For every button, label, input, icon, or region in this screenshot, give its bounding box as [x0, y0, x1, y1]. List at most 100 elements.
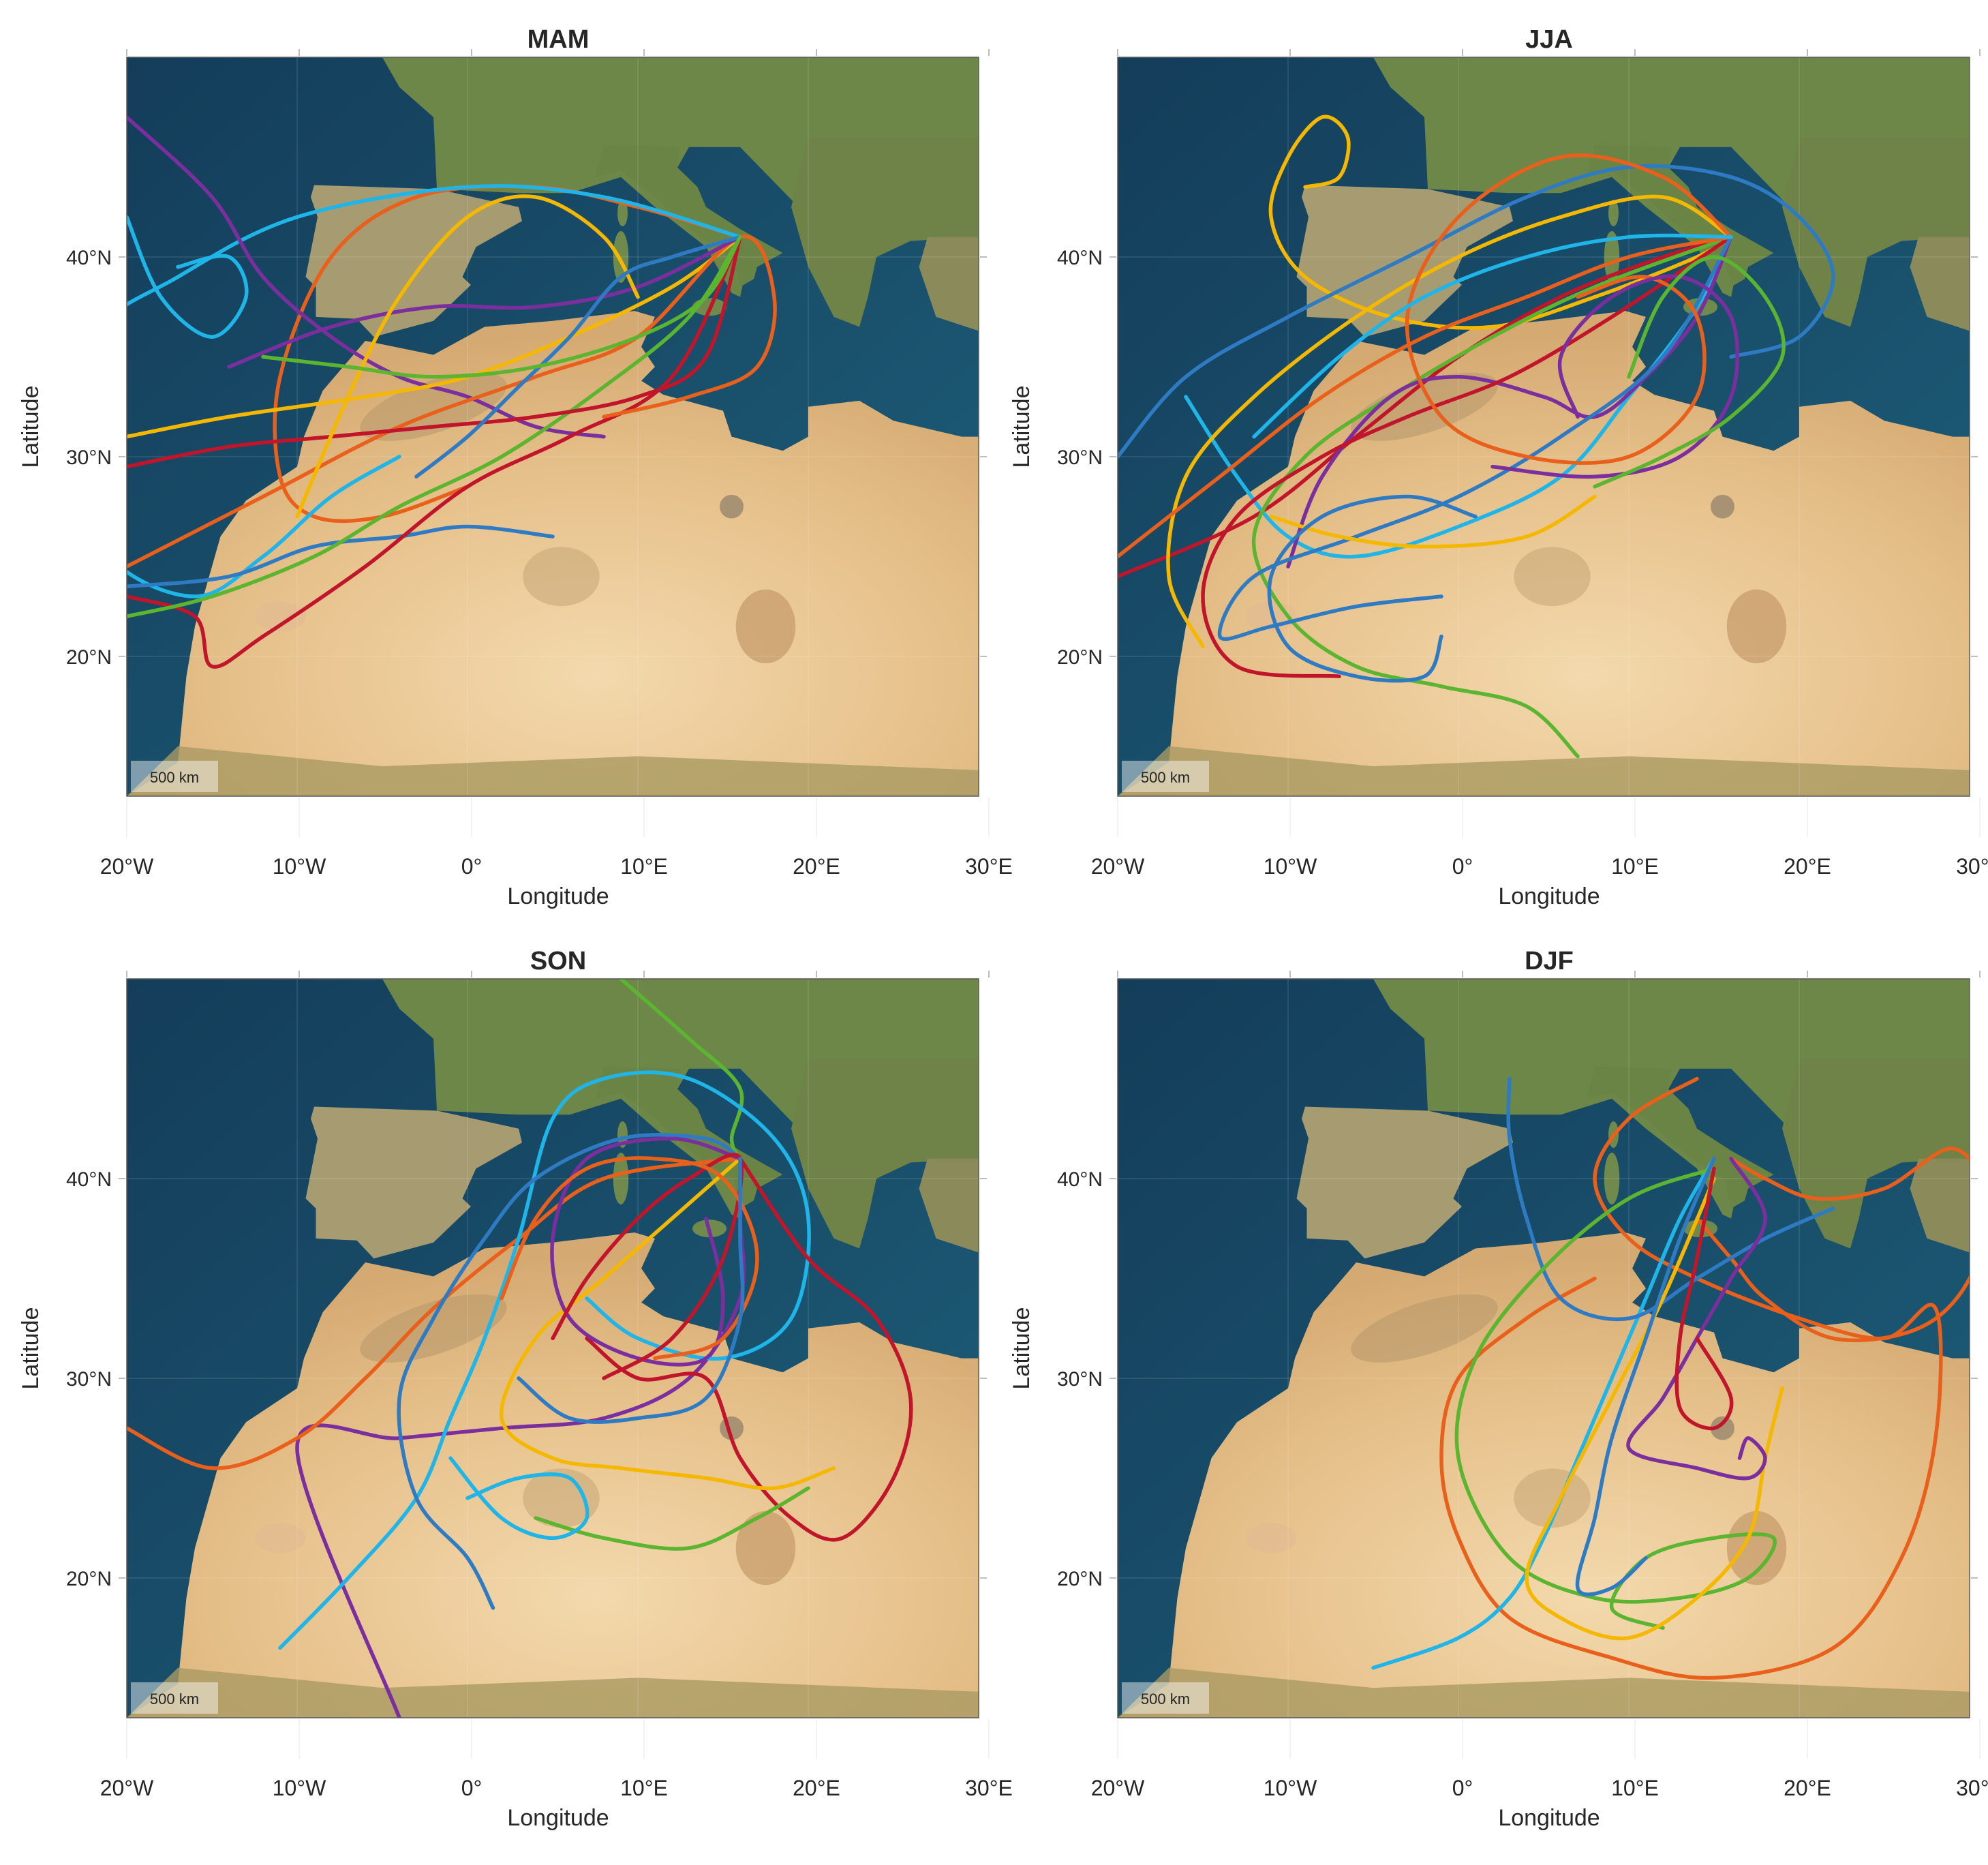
x-axis-label: Longitude	[1498, 883, 1600, 909]
x-tick-label: 10°W	[1264, 854, 1317, 879]
scale-bar: 500 km	[131, 761, 218, 792]
x-tick-label: 10°E	[620, 854, 668, 879]
balkans-land	[1782, 137, 1970, 327]
y-tick-label: 30°N	[66, 446, 112, 469]
trajectory-8	[1201, 234, 1733, 678]
y-tick-label: 20°N	[1057, 1568, 1103, 1590]
x-tick-label: 20°W	[1091, 1776, 1145, 1800]
trajectory-8	[127, 234, 777, 568]
trajectory-1	[1268, 115, 1733, 330]
trajectory-5	[1454, 1166, 1777, 1630]
x-tick-label: 10°W	[1264, 1776, 1317, 1800]
iberia-land	[305, 185, 522, 337]
trajectory-7	[127, 234, 742, 619]
x-tick-label: 10°E	[1611, 1776, 1659, 1800]
x-tick-label: 20°W	[100, 854, 154, 879]
scale-bar-label: 500 km	[150, 1690, 199, 1708]
trajectory-13	[1593, 255, 1786, 489]
map-panel-jja: 500 km JJA 20°W 10°W 0° 10°E 20°E 30°E Longitude…	[1009, 25, 1988, 909]
trajectory-16	[1267, 494, 1478, 683]
x-tick-label: 20°E	[793, 1776, 840, 1800]
x-tick-label: 0°	[1452, 1776, 1473, 1800]
x-tick-label: 20°E	[1784, 1776, 1831, 1800]
y-axis-label: Latitude	[1009, 1307, 1035, 1390]
trajectory-5	[585, 1156, 913, 1542]
trajectory-9	[1575, 1156, 1716, 1596]
scale-bar-label: 500 km	[1141, 769, 1190, 786]
map-panel-djf: 500 km DJF 20°W 10°W 0° 10°E 20°E 30°E Longitude…	[1009, 947, 1988, 1831]
trajectory-7	[1286, 234, 1733, 568]
y-axis-label: Latitude	[1009, 386, 1035, 468]
trajectory-group	[1118, 115, 1835, 759]
y-tick-label: 40°N	[66, 1168, 112, 1191]
panel-title: SON	[530, 947, 586, 975]
scale-bar: 500 km	[1122, 761, 1209, 792]
trajectory-7	[1626, 1156, 1767, 1481]
balkans-land	[791, 137, 979, 327]
anatolia-land	[919, 237, 979, 331]
trajectory-group	[1371, 1076, 1970, 1680]
x-tick-label: 0°	[461, 854, 483, 879]
trajectory-13	[517, 1156, 745, 1424]
y-tick-label: 30°N	[1057, 1368, 1103, 1391]
basemap	[127, 979, 979, 1718]
trajectory-11	[227, 234, 742, 369]
trajectory-2	[295, 1156, 746, 1718]
balkans-land	[1782, 1059, 1970, 1249]
x-axis-label: Longitude	[507, 1805, 609, 1831]
x-axis-label: Longitude	[1498, 1805, 1600, 1831]
x-tick-label: 10°E	[620, 1776, 668, 1800]
trajectory-4	[127, 524, 555, 589]
panel-title: MAM	[527, 25, 590, 54]
x-tick-label: 20°E	[1784, 854, 1831, 879]
trajectory-2	[1118, 164, 1835, 459]
trajectory-7	[397, 1132, 742, 1610]
x-tick-label: 30°E	[965, 854, 1013, 879]
italy-land	[1586, 1066, 1774, 1209]
trajectory-4	[278, 1070, 811, 1650]
y-tick-label: 40°N	[1057, 247, 1103, 269]
map-panel-mam: 500 km MAM 20°W 10°W 0° 10°E 20°E 30°E Longitude…	[18, 25, 1013, 909]
map-panel-son: 500 km SON 20°W 10°W 0° 10°E 20°E 30°E Longitude…	[18, 947, 1013, 1831]
sardinia-land	[1604, 1153, 1620, 1204]
trajectory-10	[1405, 153, 1733, 465]
scale-bar-label: 500 km	[150, 769, 199, 786]
y-tick-label: 20°N	[66, 646, 112, 669]
x-tick-label: 20°E	[793, 854, 840, 879]
trajectory-6	[127, 234, 742, 439]
trajectory-5	[127, 234, 742, 669]
corsica-land	[617, 200, 628, 227]
trajectory-3	[127, 1156, 742, 1470]
panel-title: DJF	[1525, 947, 1574, 975]
x-tick-label: 30°E	[1956, 1776, 1988, 1800]
panel-title: JJA	[1525, 25, 1573, 54]
trajectory-group	[127, 115, 777, 669]
anatolia-land	[1910, 237, 1970, 331]
trajectory-13	[414, 234, 742, 479]
anatolia-land	[919, 1158, 979, 1253]
scale-bar: 500 km	[1122, 1682, 1209, 1714]
corsica-land	[1608, 200, 1619, 227]
sardinia-land	[613, 1153, 629, 1204]
trajectory-12	[500, 1156, 759, 1361]
y-tick-label: 30°N	[66, 1368, 112, 1391]
trajectory-6	[499, 1156, 836, 1491]
y-tick-label: 20°N	[66, 1568, 112, 1590]
trajectory-2	[1695, 1147, 1970, 1342]
trajectory-11	[551, 1153, 744, 1380]
x-tick-label: 30°E	[965, 1776, 1013, 1800]
trajectory-14	[261, 234, 742, 379]
trajectory-5	[1251, 234, 1733, 759]
trajectory-2	[127, 184, 742, 598]
sardinia-land	[1604, 231, 1620, 283]
iberia-land	[1296, 1106, 1513, 1259]
trajectory-15	[1252, 233, 1733, 439]
x-tick-label: 20°W	[1091, 854, 1145, 879]
trajectory-12	[1490, 274, 1740, 479]
trajectory-8	[1674, 1166, 1734, 1431]
basemap	[1118, 57, 1970, 796]
y-tick-label: 30°N	[1057, 446, 1103, 469]
trajectory-12	[295, 194, 640, 519]
basemap	[127, 57, 979, 796]
y-axis-label: Latitude	[18, 386, 44, 468]
